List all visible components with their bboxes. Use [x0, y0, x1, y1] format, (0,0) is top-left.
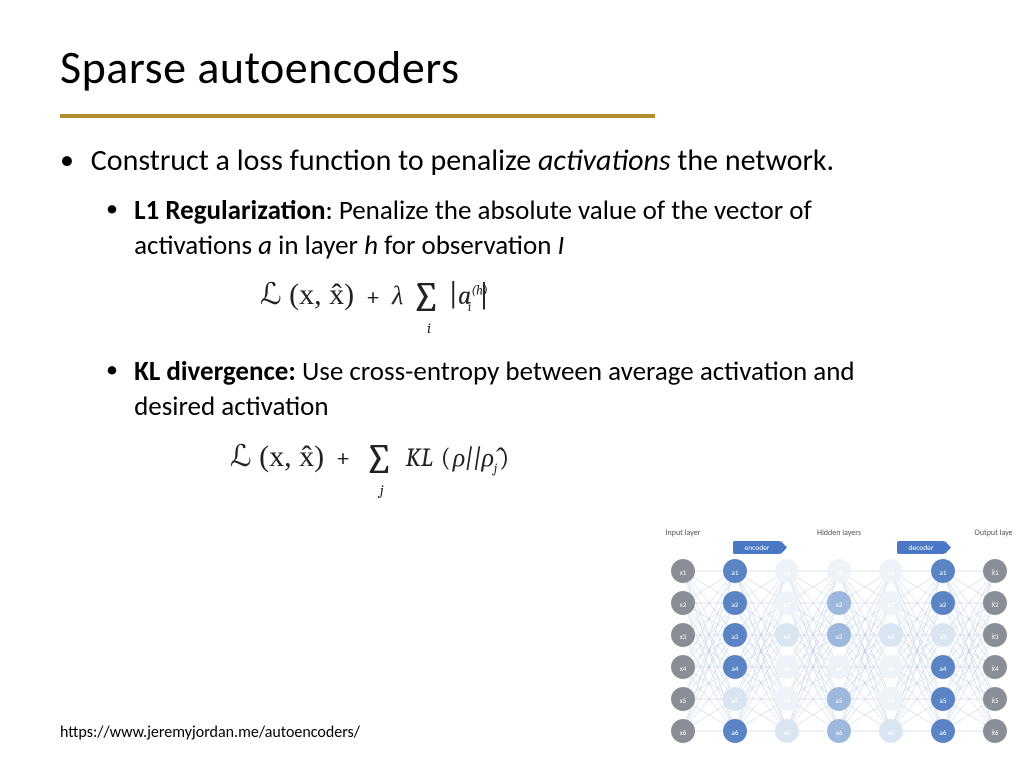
slide: Sparse autoencoders Construct a loss fun…	[0, 0, 1024, 768]
formula-l1: ℒ (x, x̂) + λ ∑ i |a(h)i|	[260, 277, 964, 337]
svg-text:a4: a4	[836, 664, 843, 673]
svg-text:a3: a3	[888, 632, 895, 641]
svg-text:x1: x1	[680, 568, 687, 577]
sub1-strong: L1 Regularization	[134, 194, 325, 227]
svg-text:a1: a1	[888, 568, 895, 577]
svg-text:a6: a6	[784, 728, 791, 737]
svg-text:x̂5: x̂5	[991, 696, 999, 705]
sub1-a: a	[258, 229, 272, 262]
svg-text:x̂4: x̂4	[991, 664, 999, 673]
svg-text:a4: a4	[784, 664, 791, 673]
svg-text:a5: a5	[732, 696, 739, 705]
svg-text:a2: a2	[940, 600, 947, 609]
svg-text:decoder: decoder	[908, 544, 933, 553]
sub-bullet-list-2: KL divergence: Use cross-entropy between…	[60, 355, 964, 424]
svg-text:x6: x6	[680, 728, 687, 737]
slide-title: Sparse autoencoders	[60, 40, 964, 96]
svg-text:a4: a4	[940, 664, 947, 673]
svg-text:a3: a3	[836, 632, 843, 641]
sub1-mid1: in layer	[272, 229, 364, 262]
svg-text:x̂2: x̂2	[991, 600, 999, 609]
sub-bullet-list: L1 Regularization: Penalize the absolute…	[60, 194, 964, 263]
network-svg: Input layer Hidden layers Output layer enco…	[657, 521, 1012, 756]
svg-text:a6: a6	[836, 728, 843, 737]
svg-text:x̂6: x̂6	[991, 728, 999, 737]
svg-text:a1: a1	[784, 568, 791, 577]
svg-text:x4: x4	[680, 664, 687, 673]
svg-text:a4: a4	[888, 664, 895, 673]
f1-lhs: ℒ (x, x̂)	[260, 279, 354, 312]
sub-bullet-2: KL divergence: Use cross-entropy between…	[106, 355, 964, 424]
sub1-I: I	[558, 229, 565, 262]
svg-text:a6: a6	[888, 728, 895, 737]
svg-text:a1: a1	[940, 568, 947, 577]
f2-lhs: ℒ (x, x̂)	[230, 440, 324, 473]
svg-text:a1: a1	[836, 568, 843, 577]
svg-text:encoder: encoder	[744, 544, 769, 553]
svg-text:x5: x5	[680, 696, 687, 705]
f1-sigma-index: i	[427, 321, 431, 336]
svg-text:a3: a3	[940, 632, 947, 641]
svg-text:a2: a2	[888, 600, 895, 609]
svg-text:a5: a5	[940, 696, 947, 705]
sub2-strong: KL divergence:	[134, 355, 296, 388]
bullet-list: Construct a loss function to penalize ac…	[60, 142, 964, 499]
sigma-icon: ∑	[362, 439, 396, 481]
sub1-mid2: for observation	[378, 229, 558, 262]
svg-text:a6: a6	[732, 728, 739, 737]
sub1-h: h	[364, 229, 378, 262]
svg-text:a2: a2	[732, 600, 739, 609]
svg-text:a4: a4	[732, 664, 739, 673]
svg-text:a2: a2	[784, 600, 791, 609]
sub-bullet-1: L1 Regularization: Penalize the absolute…	[106, 194, 964, 263]
footer-url: https://www.jeremyjordan.me/autoencoders…	[60, 723, 360, 742]
bullet-1-text-pre: Construct a loss function to penalize	[91, 142, 538, 179]
formula-kl: ℒ (x, x̂) + ∑ j KL (ρ||ρ̂j)	[230, 439, 964, 499]
bullet-1-text-post: the network.	[671, 142, 835, 179]
f2-kl: KL	[401, 443, 433, 473]
sigma-icon: ∑	[409, 277, 443, 319]
svg-text:x2: x2	[680, 600, 687, 609]
svg-text:a2: a2	[836, 600, 843, 609]
svg-text:Hidden layers: Hidden layers	[817, 528, 861, 538]
f2-inside: ρ||ρ̂	[453, 443, 494, 473]
bullet-1-em: activations	[538, 142, 671, 179]
svg-text:a3: a3	[784, 632, 791, 641]
svg-text:a1: a1	[732, 568, 739, 577]
f1-sub: i	[468, 300, 471, 315]
svg-text:a6: a6	[940, 728, 947, 737]
f1-lambda: λ	[392, 282, 403, 312]
svg-text:Input layer: Input layer	[666, 528, 701, 538]
f2-sigma-index: j	[380, 483, 384, 498]
svg-text:x̂1: x̂1	[991, 568, 999, 577]
svg-text:a5: a5	[836, 696, 843, 705]
svg-text:x̂3: x̂3	[991, 632, 999, 641]
svg-text:x3: x3	[680, 632, 687, 641]
svg-text:a5: a5	[784, 696, 791, 705]
svg-text:a5: a5	[888, 696, 895, 705]
title-underline	[60, 114, 655, 118]
bullet-1: Construct a loss function to penalize ac…	[60, 142, 964, 499]
svg-text:Output layer: Output layer	[975, 528, 1012, 538]
network-diagram: Input layer Hidden layers Output layer enco…	[657, 521, 1012, 756]
svg-text:a3: a3	[732, 632, 739, 641]
